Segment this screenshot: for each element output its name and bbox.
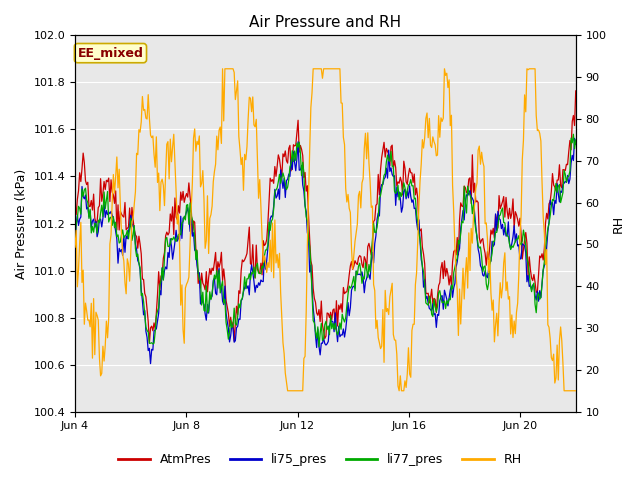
Y-axis label: RH: RH [612,215,625,233]
Legend: AtmPres, li75_pres, li77_pres, RH: AtmPres, li75_pres, li77_pres, RH [113,448,527,471]
Title: Air Pressure and RH: Air Pressure and RH [250,15,401,30]
Y-axis label: Air Pressure (kPa): Air Pressure (kPa) [15,168,28,278]
X-axis label: Time: Time [545,438,576,451]
Text: EE_mixed: EE_mixed [77,47,143,60]
